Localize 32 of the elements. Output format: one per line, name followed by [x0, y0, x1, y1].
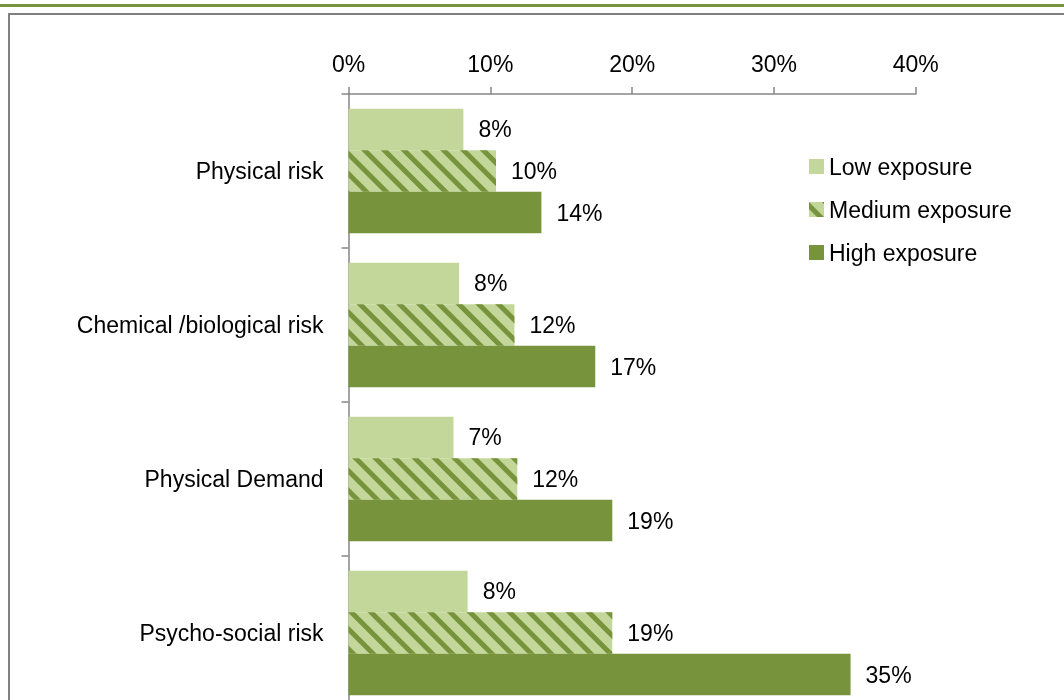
y-tick-label: Physical Demand: [144, 466, 324, 492]
data-label: 12%: [532, 466, 579, 492]
x-tick-label: 10%: [467, 50, 514, 77]
legend-label: Medium exposure: [829, 196, 1012, 223]
data-label: 8%: [474, 270, 508, 297]
bar: [348, 570, 468, 613]
bar: [348, 653, 851, 696]
data-label: 10%: [511, 158, 558, 184]
x-tick-label: 0%: [331, 50, 366, 77]
data-label: 7%: [468, 424, 502, 451]
data-label: 17%: [610, 353, 657, 380]
bar: [348, 416, 454, 459]
data-label: 19%: [627, 620, 674, 646]
y-tick-label: Physical risk: [195, 158, 324, 184]
legend-label: Low exposure: [829, 153, 973, 180]
data-label: 8%: [482, 578, 516, 605]
data-label: 12%: [529, 312, 576, 338]
bar: [348, 499, 613, 542]
y-tick-label: Psycho-social risk: [139, 620, 324, 646]
bar: [348, 262, 460, 305]
y-tick-label: Chemical /biological risk: [76, 312, 324, 338]
x-tick-label: 30%: [750, 50, 797, 77]
data-label: 19%: [627, 507, 674, 534]
bar: [348, 191, 542, 234]
bar: [348, 108, 464, 151]
legend-label: High exposure: [829, 239, 978, 266]
data-label: 14%: [556, 199, 603, 226]
x-tick-label: 20%: [609, 50, 656, 77]
x-tick-label: 40%: [892, 50, 939, 77]
bar: [348, 345, 596, 388]
data-label: 8%: [478, 116, 512, 143]
data-label: 35%: [865, 661, 912, 688]
